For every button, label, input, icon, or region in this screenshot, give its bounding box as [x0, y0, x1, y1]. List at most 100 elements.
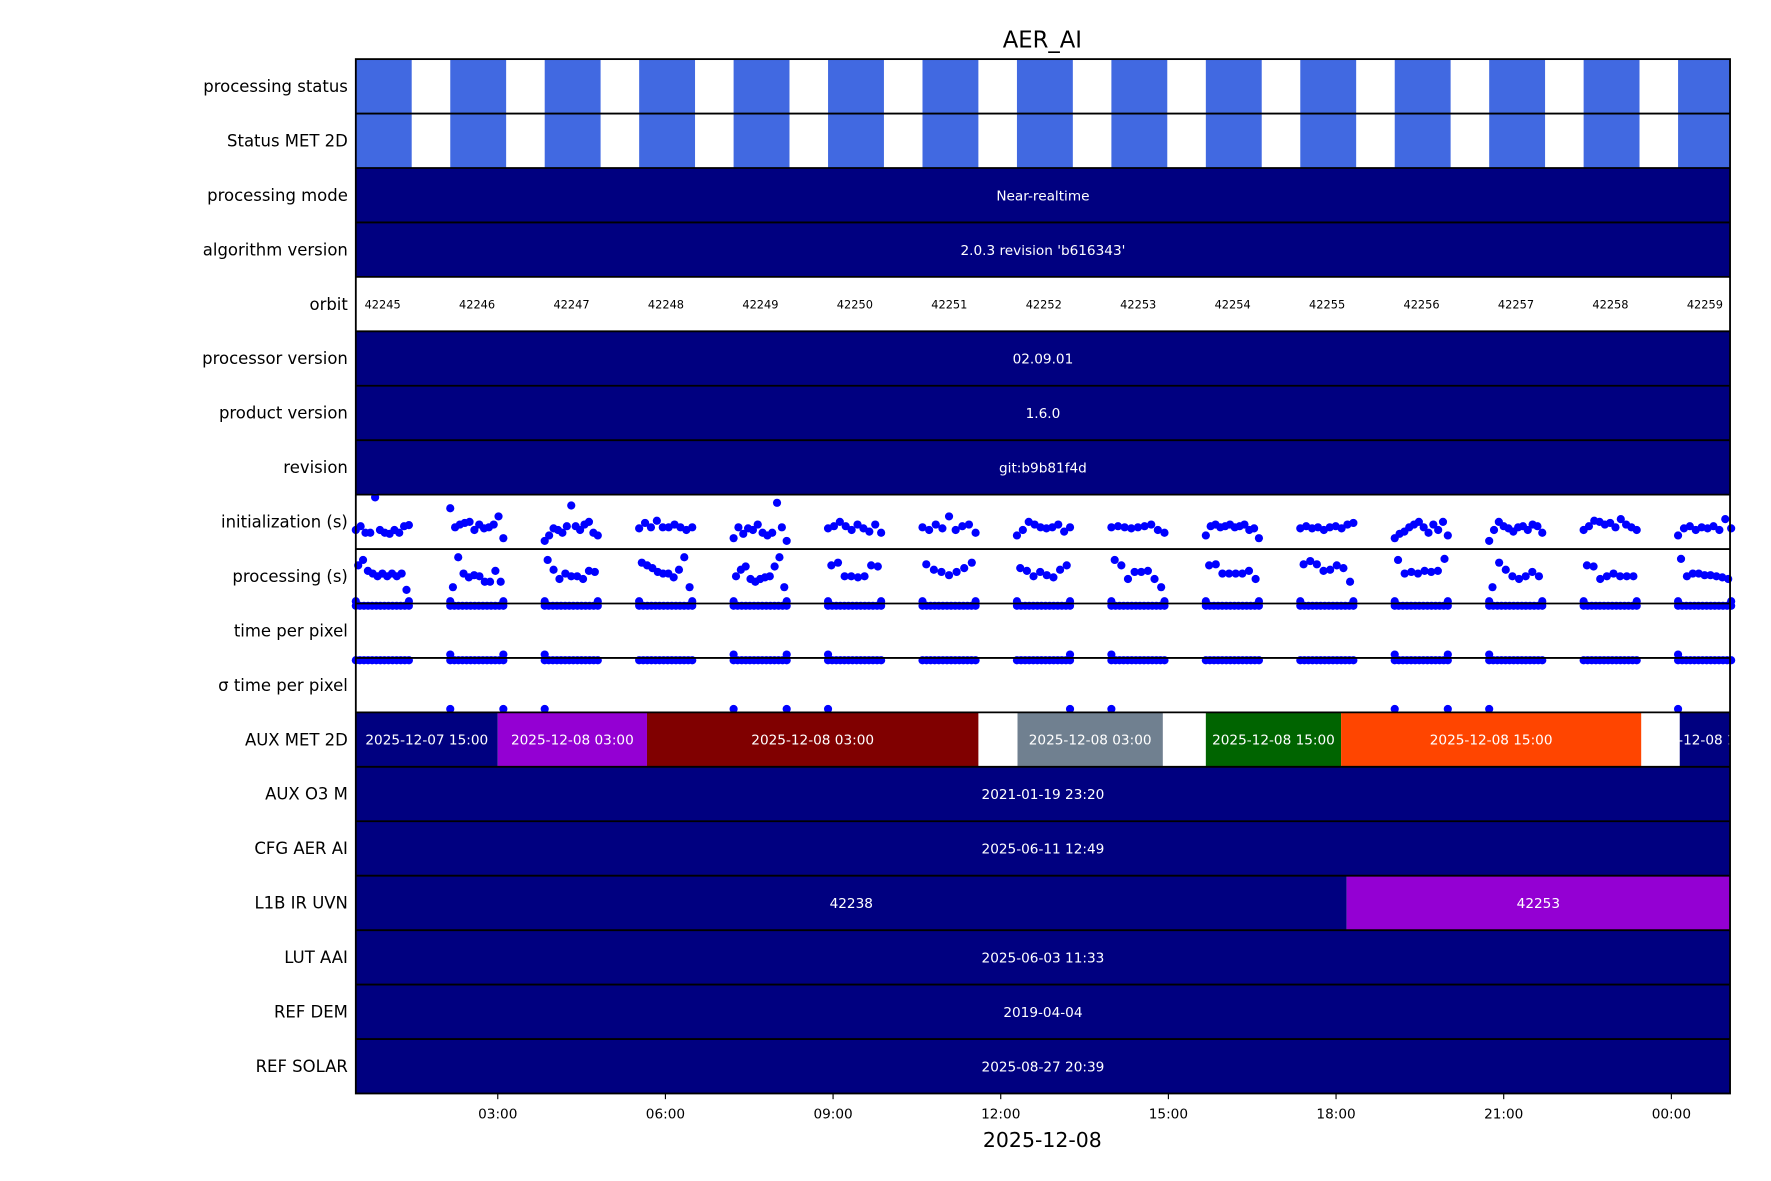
row-16: 2025-06-03 11:33 [355, 930, 1731, 985]
initialization-point [1060, 527, 1069, 536]
initialization-point [835, 517, 844, 526]
initialization-point [748, 525, 757, 535]
processing-point [775, 553, 784, 562]
processing-point [674, 565, 684, 574]
processing-point [454, 553, 463, 562]
row-label: time per pixel [234, 621, 348, 640]
status-block [922, 113, 979, 168]
initialization-point [865, 527, 874, 536]
bar-segment [355, 385, 1731, 441]
initialization-point [1489, 525, 1499, 535]
initialization-point [395, 528, 404, 537]
orbit-number-label: 42250 [837, 298, 873, 312]
orbit-number-label: 42249 [742, 298, 778, 312]
initialization-point [356, 522, 365, 531]
sigma-time-per-pixel-outlier [540, 704, 549, 714]
processing-point [1407, 567, 1416, 577]
processing-point [1218, 569, 1227, 578]
processing-point [496, 577, 505, 586]
processing-point [731, 572, 741, 581]
processing-point [555, 574, 564, 584]
bar-segment [355, 1039, 1731, 1094]
bar-segment-label: 2025-12-07 15:00 [365, 733, 488, 749]
status-block [450, 113, 507, 168]
processing-point [578, 574, 588, 584]
processing-point [1143, 566, 1152, 575]
time-per-pixel-outlier [540, 650, 549, 659]
processing-point [1582, 561, 1592, 570]
chart-title: AER_AI [1003, 28, 1082, 54]
status-block [450, 59, 507, 114]
sigma-time-per-pixel-outlier [1390, 704, 1399, 714]
bar-segment-label: 2025-08-27 20:39 [982, 1059, 1105, 1075]
processing-point [685, 583, 694, 592]
initialization-point [1616, 515, 1625, 524]
row-label: processing status [203, 77, 348, 96]
row-label: σ time per pixel [218, 676, 348, 695]
row-2: Near-realtime [355, 167, 1731, 223]
processing-point [1244, 566, 1254, 575]
processing-point [770, 562, 779, 571]
status-block [1205, 113, 1262, 168]
processing-point [1345, 577, 1355, 586]
processing-point [1238, 569, 1247, 578]
processing-point [397, 569, 406, 578]
processing-point [448, 583, 458, 592]
sigma-time-per-pixel-outlier [1443, 704, 1452, 714]
initialization-point [540, 536, 549, 545]
row-label: CFG AER AI [254, 839, 347, 858]
initialization-point [1201, 531, 1210, 540]
initialization-point [1240, 520, 1249, 529]
processing-point [1528, 567, 1537, 577]
processing-point [765, 572, 774, 581]
status-block [355, 59, 412, 114]
processing-point [1224, 569, 1234, 578]
row-label: processing (s) [232, 567, 347, 586]
sigma-time-per-pixel-outlier [1673, 704, 1683, 714]
processing-point [741, 562, 750, 571]
processing-point [944, 571, 954, 580]
processing-point [1420, 566, 1429, 575]
processing-point [1596, 574, 1605, 584]
status-block [922, 59, 979, 114]
processing-point [1251, 574, 1260, 584]
bar-segment [355, 712, 498, 767]
bar-segment-label: 42238 [830, 896, 873, 912]
x-tick-label: 21:00 [1484, 1106, 1523, 1122]
initialization-point [918, 523, 927, 532]
sigma-time-per-pixel-outlier [782, 704, 791, 714]
processing-point [967, 558, 976, 567]
bar-segment-label: 2025-12-08 15:00 [1644, 733, 1767, 749]
row-label: algorithm version [203, 240, 348, 259]
processing-point [1326, 565, 1335, 574]
initialization-point [465, 517, 474, 526]
processing-point [1312, 560, 1321, 569]
bar-segment-label: Near-realtime [996, 188, 1089, 204]
initialization-point [944, 512, 954, 521]
initialization-point [1414, 517, 1423, 526]
processing-point [1440, 554, 1449, 563]
processing-point [1602, 572, 1611, 581]
processing-point [491, 566, 500, 575]
row-label: LUT AAI [284, 948, 348, 967]
row-label: revision [283, 458, 348, 477]
initialization-point [489, 520, 498, 529]
initialization-point [1012, 531, 1022, 540]
row-0 [355, 59, 1731, 114]
initialization-point [1337, 524, 1346, 533]
initialization-point [931, 520, 940, 529]
processing-point [853, 573, 863, 582]
status-block [1583, 59, 1640, 114]
x-tick-label: 09:00 [813, 1106, 852, 1122]
processing-point [840, 572, 849, 581]
processing-point [1488, 583, 1497, 592]
initialization-point [446, 504, 455, 513]
plot-frame [354, 58, 1731, 1095]
bar-segment-label: 02.09.01 [1013, 352, 1074, 368]
processing-point [549, 565, 558, 574]
row-5: 02.09.01 [355, 331, 1731, 386]
row-label: AUX O3 M [265, 785, 348, 804]
initialization-point [1107, 523, 1116, 532]
processing-point [1514, 574, 1524, 584]
x-axis-label: 2025-12-08 [983, 1128, 1102, 1152]
